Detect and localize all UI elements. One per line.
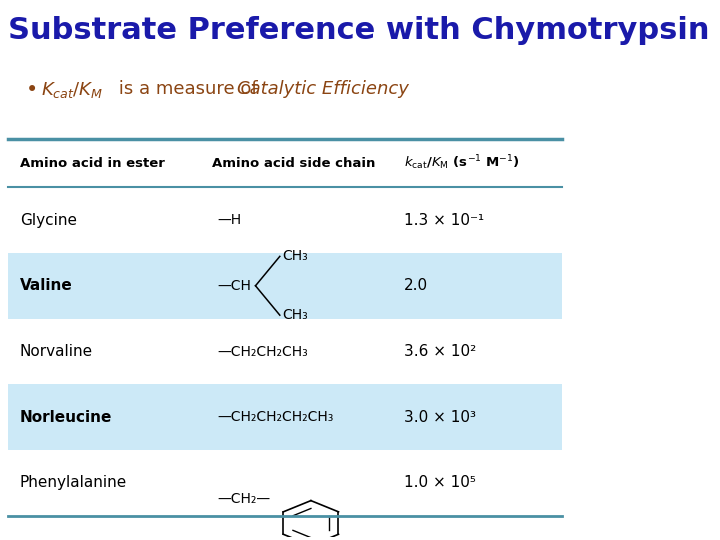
Text: Amino acid side chain: Amino acid side chain <box>212 157 375 170</box>
Text: —H: —H <box>217 213 242 227</box>
Text: Valine: Valine <box>19 278 73 293</box>
Text: —CH₂—: —CH₂— <box>217 492 271 506</box>
Text: 2.0: 2.0 <box>404 278 428 293</box>
Text: Substrate Preference with Chymotrypsin: Substrate Preference with Chymotrypsin <box>9 16 710 45</box>
Text: Norvaline: Norvaline <box>19 344 93 359</box>
Text: 3.6 × 10²: 3.6 × 10² <box>404 344 477 359</box>
Text: $K_{\mathit{cat}}$/$K_{\mathit{M}}$: $K_{\mathit{cat}}$/$K_{\mathit{M}}$ <box>41 80 104 100</box>
Text: •: • <box>25 80 37 100</box>
Text: Amino acid in ester: Amino acid in ester <box>19 157 165 170</box>
Text: $k_{\rm cat}$/$K_{\rm M}$ (s$^{-1}$ M$^{-1}$): $k_{\rm cat}$/$K_{\rm M}$ (s$^{-1}$ M$^{… <box>404 154 520 172</box>
Text: 1.0 × 10⁵: 1.0 × 10⁵ <box>404 476 476 490</box>
Text: Phenylalanine: Phenylalanine <box>19 476 127 490</box>
Text: Norleucine: Norleucine <box>19 410 112 425</box>
Text: 1.3 × 10⁻¹: 1.3 × 10⁻¹ <box>404 213 485 227</box>
Text: —CH₂CH₂CH₂CH₃: —CH₂CH₂CH₂CH₃ <box>217 410 334 424</box>
Text: CH₃: CH₃ <box>283 249 308 264</box>
Text: is a measure of: is a measure of <box>113 80 264 98</box>
Bar <box>9 253 562 319</box>
Text: Glycine: Glycine <box>19 213 77 227</box>
Text: —CH: —CH <box>217 279 251 293</box>
Text: Catalytic Efficiency: Catalytic Efficiency <box>238 80 409 98</box>
Bar <box>9 384 562 450</box>
Text: 3.0 × 10³: 3.0 × 10³ <box>404 410 476 425</box>
Text: —CH₂CH₂CH₃: —CH₂CH₂CH₃ <box>217 345 308 359</box>
Text: CH₃: CH₃ <box>283 308 308 322</box>
